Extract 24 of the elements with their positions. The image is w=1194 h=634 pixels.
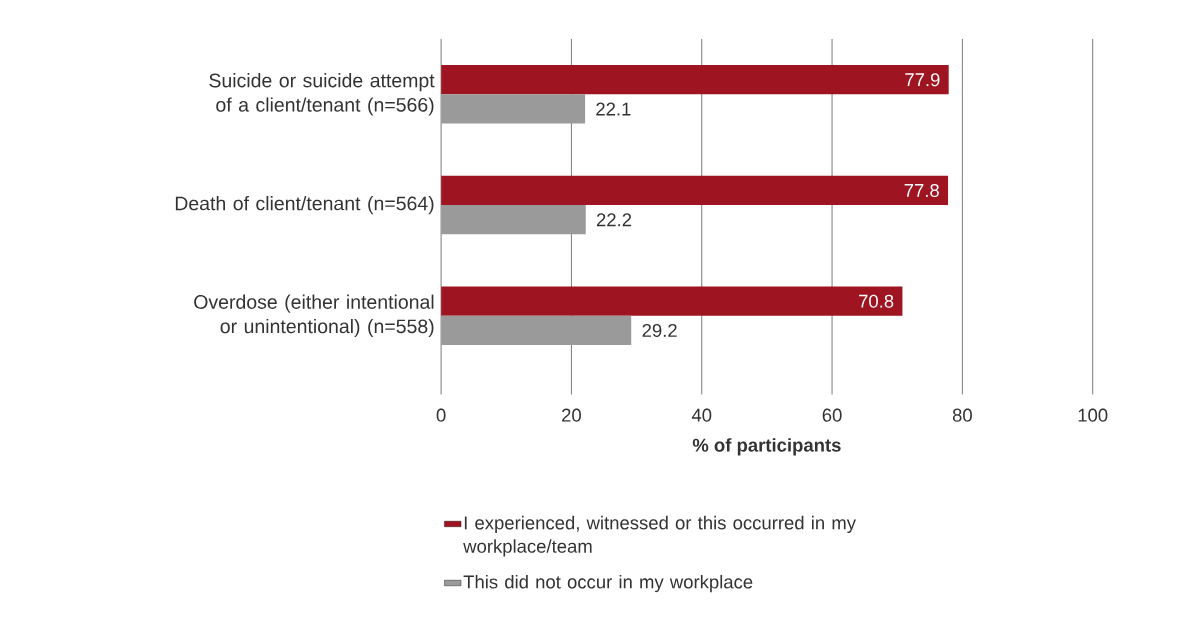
- data-label: 70.8: [859, 294, 894, 308]
- data-label: 22.2: [596, 213, 632, 227]
- legend-label: I experienced, witnessed or this occurred in my workplace/team: [463, 515, 856, 557]
- x-tick-label: 80: [952, 408, 972, 422]
- x-tick-label: 0: [436, 408, 446, 422]
- x-tick-label: 100: [1078, 408, 1108, 422]
- data-label: 29.2: [642, 323, 677, 337]
- bar: [441, 315, 632, 346]
- data-label: 22.1: [596, 102, 631, 116]
- data-label: 77.9: [905, 73, 940, 87]
- x-tick-label: 20: [562, 408, 581, 422]
- x-tick-label: 60: [822, 408, 842, 422]
- bar: [441, 94, 586, 124]
- y-tick-label: Overdose (either intentional or unintentional) (n=558): [194, 294, 434, 338]
- data-label: 77.8: [904, 183, 939, 197]
- bar: [441, 65, 949, 95]
- legend-label: This did not occur in my workplace: [463, 574, 753, 593]
- x-axis-title: % of participants: [692, 438, 841, 456]
- bar: [441, 286, 903, 316]
- x-tick-label: 40: [691, 408, 712, 422]
- bar: [441, 205, 586, 235]
- bar: [441, 175, 949, 206]
- y-tick-label: Suicide or suicide attempt of a client/tenant (n=566): [209, 73, 435, 116]
- y-tick-label: Death of client/tenant (n=564): [175, 195, 434, 215]
